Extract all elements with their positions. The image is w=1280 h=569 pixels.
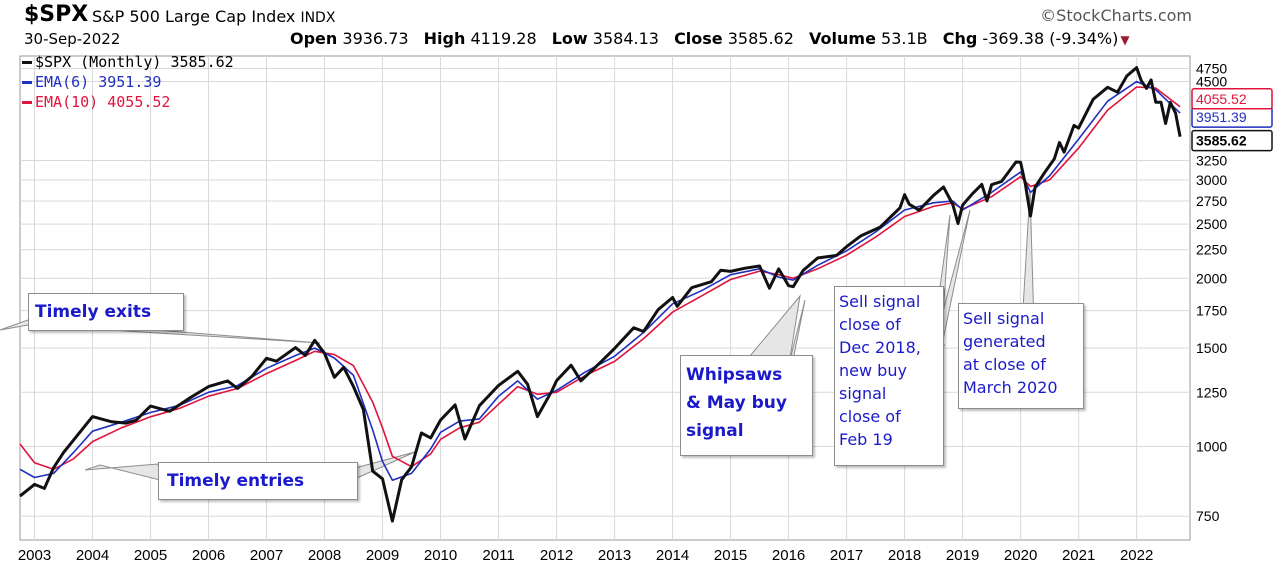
legend-swatch [22, 101, 32, 104]
callout-pointer [84, 463, 161, 481]
legend-label: EMA(10) 4055.52 [35, 93, 171, 111]
price-tags: 3951.39 3585.62 4055.52 [1191, 88, 1273, 152]
x-tick-label: 2018 [888, 547, 921, 564]
legend-item-ema10: EMA(10) 4055.52 [22, 93, 170, 111]
x-tick-label: 2016 [772, 547, 805, 564]
legend-swatch [22, 81, 32, 84]
x-tick-label: 2006 [192, 547, 225, 564]
price-tag-box [1191, 88, 1273, 110]
y-tick-label: 2500 [1196, 216, 1227, 232]
x-tick-label: 2005 [134, 547, 167, 564]
annotation-line: Feb 19 [839, 430, 893, 449]
annotation-line: Whipsaws [686, 365, 783, 385]
index-name: S&P 500 Large Cap Index INDX [92, 7, 335, 26]
y-tick-label: 4500 [1196, 74, 1227, 90]
y-tick-label: 2250 [1196, 242, 1227, 258]
x-tick-label: 2014 [656, 547, 689, 564]
y-tick-label: 3250 [1196, 153, 1227, 169]
close-value: 3585.62 [727, 29, 794, 48]
volume-value: 53.1B [881, 29, 928, 48]
high-value: 4119.28 [470, 29, 537, 48]
annotation-line: & May buy [686, 393, 787, 413]
chg-value: -369.38 (-9.34%) [982, 29, 1119, 48]
annotation-line: Sell signal [963, 309, 1045, 328]
x-tick-label: 2013 [598, 547, 631, 564]
open-label: Open [290, 29, 338, 48]
annotation-line: signal [839, 384, 887, 403]
annotation-line: March 2020 [963, 378, 1058, 397]
y-tick-label: 2750 [1196, 193, 1227, 209]
x-tick-label: 2007 [250, 547, 283, 564]
legend-item-price: $SPX (Monthly) 3585.62 [22, 53, 234, 71]
quote-date: 30-Sep-2022 [24, 30, 121, 48]
x-tick-label: 2021 [1062, 547, 1095, 564]
index-title: S&P 500 Large Cap Index [92, 7, 296, 26]
price-tag: 3951.39 [1191, 106, 1273, 128]
annotation-line: Sell signal [839, 292, 921, 311]
y-tick-label: 1750 [1196, 303, 1227, 319]
x-tick-label: 2012 [540, 547, 573, 564]
open-value: 3936.73 [342, 29, 409, 48]
annotation-line: signal [686, 421, 744, 441]
annotation-timely-exits: Timely exits [28, 293, 184, 331]
x-tick-label: 2008 [308, 547, 341, 564]
y-tick-label: 4750 [1196, 60, 1227, 76]
exchange: INDX [300, 10, 336, 26]
series-lines [19, 66, 1182, 523]
annotation-line: generated [963, 332, 1046, 351]
series-line-price [19, 66, 1182, 523]
annotation-line: close of [839, 407, 901, 426]
volume-label: Volume [809, 29, 876, 48]
x-tick-label: 2017 [830, 547, 863, 564]
low-label: Low [551, 29, 588, 48]
y-tick-label: 2000 [1196, 270, 1227, 286]
series-line-ema10 [19, 86, 1181, 471]
price-tag: 3585.62 [1191, 129, 1273, 152]
annotation-line: at close of [963, 355, 1046, 374]
x-tick-label: 2022 [1120, 547, 1153, 564]
high-label: High [423, 29, 466, 48]
x-tick-label: 2019 [946, 547, 979, 564]
price-tag-label: 3951.39 [1196, 109, 1247, 125]
series-line-ema6 [19, 80, 1181, 481]
legend-label: $SPX (Monthly) 3585.62 [35, 53, 234, 71]
ohlc-bar: Open 3936.73 High 4119.28 Low 3584.13 Cl… [290, 29, 1130, 48]
legend-swatch [22, 61, 32, 64]
y-tick-label: 750 [1196, 508, 1220, 524]
price-tag: 4055.52 [1191, 88, 1273, 110]
y-tick-label: 3000 [1196, 172, 1227, 188]
legend-item-ema6: EMA(6) 3951.39 [22, 73, 161, 91]
y-axis: 750 1000 1250 1500 1750 2000 2250 2500 2750 3000 3… [1196, 60, 1227, 524]
x-tick-label: 2015 [714, 547, 747, 564]
y-tick-label: 1000 [1196, 438, 1227, 454]
annotation-sell-2018: Sell signal close of Dec 2018, new buy s… [834, 286, 944, 466]
price-tag-box [1191, 129, 1273, 152]
y-tick-label: 1500 [1196, 340, 1227, 356]
watermark: ©StockCharts.com [1040, 6, 1192, 25]
annotation-line: Dec 2018, [839, 338, 921, 357]
close-label: Close [674, 29, 723, 48]
price-tag-label: 4055.52 [1196, 91, 1247, 107]
x-tick-label: 2004 [76, 547, 109, 564]
x-axis: 2003 2004 2005 2006 2007 2008 2009 2010 2011 2012… [18, 547, 1154, 564]
annotation-whipsaws: Whipsaws & May buy signal [680, 355, 813, 456]
annotation-timely-entries: Timely entries [158, 462, 358, 500]
legend-label: EMA(6) 3951.39 [35, 73, 162, 91]
x-tick-label: 2011 [482, 547, 514, 564]
x-tick-label: 2003 [18, 547, 51, 564]
plot-frame [19, 55, 1191, 541]
x-tick-label: 2020 [1004, 547, 1037, 564]
symbol: $SPX [24, 2, 89, 27]
down-arrow-icon: ▼ [1120, 33, 1130, 47]
y-tick-label: 1250 [1196, 384, 1227, 400]
low-value: 3584.13 [592, 29, 659, 48]
x-tick-label: 2009 [366, 547, 399, 564]
annotation-sell-2020: Sell signal generated at close of March … [958, 303, 1084, 409]
chg-label: Chg [942, 29, 978, 48]
price-tag-label: 3585.62 [1196, 133, 1247, 149]
annotation-line: new buy [839, 361, 907, 380]
annotation-line: close of [839, 315, 901, 334]
x-tick-label: 2010 [424, 547, 457, 564]
